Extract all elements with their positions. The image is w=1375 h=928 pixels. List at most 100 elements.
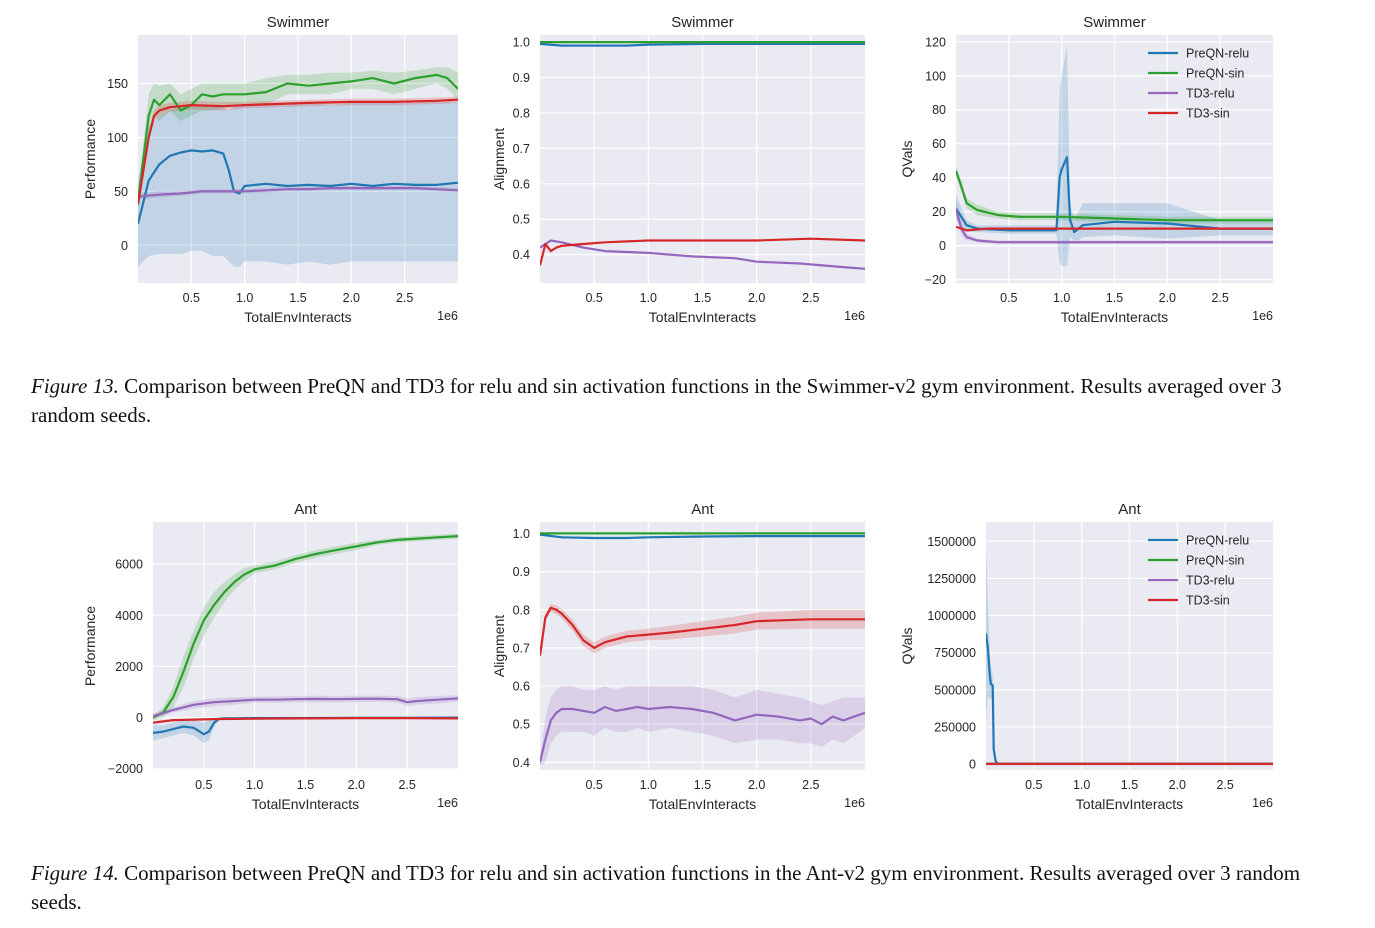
chart-4-ytick-label-0: 0.4: [513, 756, 530, 770]
chart-5-legend-label-2: TD3-relu: [1186, 574, 1235, 588]
chart-5-xtick-label-2: 1.5: [1121, 778, 1138, 792]
chart-0-ytick-label-0: 0: [121, 239, 128, 253]
chart-5-legend-label-0: PreQN-relu: [1186, 534, 1249, 548]
figure-14-text: Comparison between PreQN and TD3 for rel…: [31, 861, 1301, 914]
chart-3-xtick-label-2: 1.5: [297, 778, 314, 792]
chart-4-xtick-label-1: 1.0: [640, 778, 657, 792]
chart-1-series-group: [540, 40, 865, 270]
chart-4-xtick-label-0: 0.5: [585, 778, 602, 792]
chart-2-legend-label-1: PreQN-sin: [1186, 67, 1244, 81]
chart-2-xlabel: TotalEnvInteracts: [1061, 309, 1168, 325]
chart-1-xtick-label-0: 0.5: [585, 291, 602, 305]
chart-1-ytick-label-1: 0.5: [513, 213, 530, 227]
chart-5-legend-label-3: TD3-sin: [1186, 594, 1230, 608]
chart-0-xlabel: TotalEnvInteracts: [244, 309, 351, 325]
chart-4-line-td3-relu: [540, 705, 865, 763]
figure-13-text: Comparison between PreQN and TD3 for rel…: [31, 374, 1282, 427]
chart-1-line-preqn-relu: [540, 42, 865, 47]
chart-2-line-td3-relu: [956, 208, 1273, 244]
chart-0-ytick-label-3: 150: [107, 77, 128, 91]
chart-3-title: Ant: [294, 501, 317, 518]
chart-2-xtick-label-1: 1.0: [1053, 291, 1070, 305]
chart-5-title: Ant: [1118, 501, 1141, 518]
chart-2-ytick-label-7: 120: [925, 35, 946, 49]
chart-5-legend-label-1: PreQN-sin: [1186, 554, 1244, 568]
chart-0-band-td3-relu: [138, 186, 458, 200]
chart-1-ytick-label-5: 0.9: [513, 71, 530, 85]
chart-0-xtick-label-4: 2.5: [396, 291, 413, 305]
chart-5-xtick-label-1: 1.0: [1073, 778, 1090, 792]
chart-1-ylabel: Alignment: [491, 128, 507, 190]
chart-3-xlabel: TotalEnvInteracts: [252, 796, 359, 812]
chart-3-x-offset-label: 1e6: [437, 796, 458, 810]
chart-1-line-td3-relu: [540, 239, 865, 270]
chart-3-line-preqn-sin: [153, 535, 458, 719]
chart-3-xtick-label-0: 0.5: [195, 778, 212, 792]
chart-4-ytick-label-3: 0.7: [513, 641, 530, 655]
chart-2-title: Swimmer: [1083, 14, 1146, 31]
chart-4-x-offset-label: 1e6: [844, 796, 865, 810]
chart-1-ytick-label-2: 0.6: [513, 177, 530, 191]
chart-5-xtick-label-4: 2.5: [1216, 778, 1233, 792]
chart-1-title: Swimmer: [671, 14, 734, 31]
chart-3-series-group: [153, 533, 458, 744]
chart-3-xtick-label-4: 2.5: [398, 778, 415, 792]
chart-4-xtick-label-3: 2.0: [748, 778, 765, 792]
chart-0-line-td3-relu: [138, 187, 458, 198]
chart-0-line-preqn-sin: [138, 73, 458, 203]
chart-4-line-preqn-relu: [540, 533, 865, 540]
chart-0-xtick-label-3: 2.0: [343, 291, 360, 305]
chart-0-series-group: [138, 67, 458, 267]
chart-5-ytick-label-6: 1500000: [927, 535, 976, 549]
chart-0-band-preqn-sin: [138, 67, 458, 213]
chart-0-ylabel: Performance: [82, 119, 98, 199]
chart-4-ytick-label-6: 1.0: [513, 527, 530, 541]
chart-2-xtick-label-3: 2.0: [1159, 291, 1176, 305]
chart-5-ytick-label-4: 1000000: [927, 609, 976, 623]
chart-3-ytick-label-1: 0: [136, 711, 143, 725]
chart-1-ytick-label-3: 0.7: [513, 142, 530, 156]
chart-5-ytick-label-0: 0: [969, 758, 976, 772]
chart-5-xtick-label-3: 2.0: [1169, 778, 1186, 792]
chart-4-band-td3-relu: [540, 686, 865, 767]
chart-2-line-preqn-sin: [956, 170, 1273, 222]
chart-4-title: Ant: [691, 501, 714, 518]
chart-3-ytick-label-4: 6000: [115, 558, 143, 572]
chart-5-x-offset-label: 1e6: [1252, 796, 1273, 810]
chart-2-line-preqn-relu: [956, 156, 1273, 234]
chart-2-ytick-label-5: 80: [932, 103, 946, 117]
chart-4-band-td3-sin: [540, 604, 865, 660]
chart-2-legend-label-2: TD3-relu: [1186, 87, 1235, 101]
chart-3-line-td3-sin: [153, 716, 458, 724]
chart-1-xtick-label-4: 2.5: [802, 291, 819, 305]
chart-0-line-td3-sin: [138, 98, 458, 205]
chart-5-ylabel: QVals: [899, 627, 915, 664]
chart-1-xtick-label-3: 2.0: [748, 291, 765, 305]
chart-2-ytick-label-4: 60: [932, 137, 946, 151]
chart-5-xlabel: TotalEnvInteracts: [1076, 796, 1183, 812]
chart-1-line-td3-sin: [540, 237, 865, 266]
chart-5-xtick-label-0: 0.5: [1025, 778, 1042, 792]
chart-4-series-group: [540, 532, 865, 767]
chart-0-ytick-label-2: 100: [107, 131, 128, 145]
chart-2-ytick-label-2: 20: [932, 205, 946, 219]
chart-1-ytick-label-6: 1.0: [513, 36, 530, 50]
chart-1-xtick-label-2: 1.5: [694, 291, 711, 305]
chart-3-ytick-label-3: 4000: [115, 609, 143, 623]
chart-2-ylabel: QVals: [899, 140, 915, 177]
chart-4-ylabel: Alignment: [491, 615, 507, 677]
chart-5-ytick-label-5: 1250000: [927, 572, 976, 586]
chart-2-band-preqn-sin: [956, 165, 1273, 224]
chart-2-legend-label-3: TD3-sin: [1186, 107, 1230, 121]
chart-3-ylabel: Performance: [82, 606, 98, 686]
chart-3-ytick-label-0: −2000: [108, 762, 143, 776]
chart-0-xtick-label-1: 1.0: [236, 291, 253, 305]
chart-2-ytick-label-1: 0: [939, 239, 946, 253]
chart-0-x-offset-label: 1e6: [437, 309, 458, 323]
chart-4-xtick-label-2: 1.5: [694, 778, 711, 792]
chart-3-xtick-label-3: 2.0: [348, 778, 365, 792]
chart-1-xlabel: TotalEnvInteracts: [649, 309, 756, 325]
